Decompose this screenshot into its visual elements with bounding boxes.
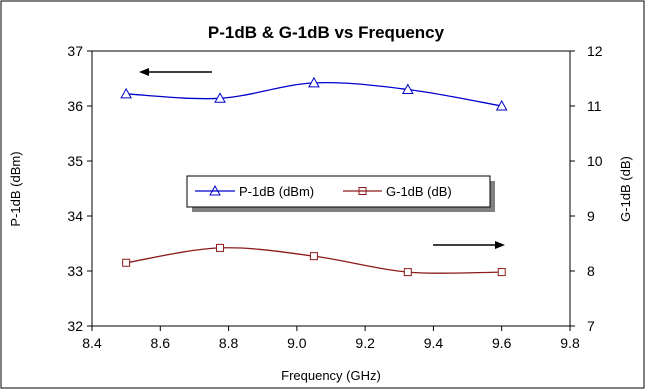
data-point-square: [403, 268, 412, 277]
x-tick-label: 9.4: [424, 335, 444, 351]
x-tick-label: 9.6: [492, 335, 512, 351]
data-point-triangle: [401, 83, 414, 94]
legend-label-g1db: G-1dB (dB): [386, 184, 452, 199]
data-point-triangle: [120, 87, 132, 99]
y-left-axis-label: P-1dB (dBm): [8, 151, 23, 226]
y-right-tick-label: 10: [587, 153, 603, 169]
right-axis-arrow: [433, 241, 505, 249]
y-right-axis-ticks: 7 8 9 10 11 12: [570, 43, 603, 334]
legend-entry-g1db: G-1dB (dB): [343, 184, 452, 199]
y-right-axis-label: G-1dB (dB): [618, 156, 633, 222]
y-right-tick-label: 7: [587, 318, 595, 334]
x-tick-label: 9.8: [560, 335, 580, 351]
data-point-triangle: [495, 99, 508, 111]
data-point-square: [122, 258, 131, 267]
x-axis-ticks: 8.4 8.6 8.8 9.0 9.2 9.4 9.6 9.8: [82, 326, 580, 351]
y-left-axis-ticks: 32 33 34 35 36 37: [67, 43, 92, 334]
data-point-triangle: [308, 76, 320, 88]
series-p1db: [120, 76, 508, 111]
data-point-square: [309, 252, 318, 261]
data-point-square: [497, 268, 506, 277]
series-g1db: [122, 243, 506, 277]
y-left-tick-label: 32: [67, 318, 83, 334]
x-axis-label: Frequency (GHz): [281, 368, 381, 383]
x-tick-label: 8.4: [82, 335, 102, 351]
y-right-tick-label: 11: [587, 98, 602, 114]
x-tick-label: 9.0: [287, 335, 307, 351]
y-right-tick-label: 8: [587, 263, 595, 279]
legend: P-1dB (dBm) G-1dB (dB): [186, 175, 495, 212]
y-left-tick-label: 37: [67, 43, 83, 59]
x-tick-label: 9.2: [355, 335, 375, 351]
y-left-tick-label: 33: [67, 263, 83, 279]
data-point-triangle: [214, 92, 226, 103]
y-right-tick-label: 9: [587, 208, 595, 224]
legend-triangle-marker: [209, 184, 221, 196]
series-layer: [120, 76, 508, 277]
data-point-square: [216, 243, 225, 252]
y-left-tick-label: 34: [67, 208, 83, 224]
legend-square-marker: [358, 187, 367, 195]
y-left-tick-label: 35: [67, 153, 83, 169]
left-axis-arrow: [139, 68, 212, 76]
x-tick-label: 8.8: [219, 335, 239, 351]
x-tick-label: 8.6: [151, 335, 171, 351]
legend-entry-p1db: P-1dB (dBm): [195, 184, 314, 199]
legend-box: [186, 175, 491, 208]
legend-label-p1db: P-1dB (dBm): [239, 184, 314, 199]
chart-title: P-1dB & G-1dB vs Frequency: [208, 23, 445, 42]
y-right-tick-label: 12: [587, 43, 603, 59]
y-left-tick-label: 36: [67, 98, 83, 114]
